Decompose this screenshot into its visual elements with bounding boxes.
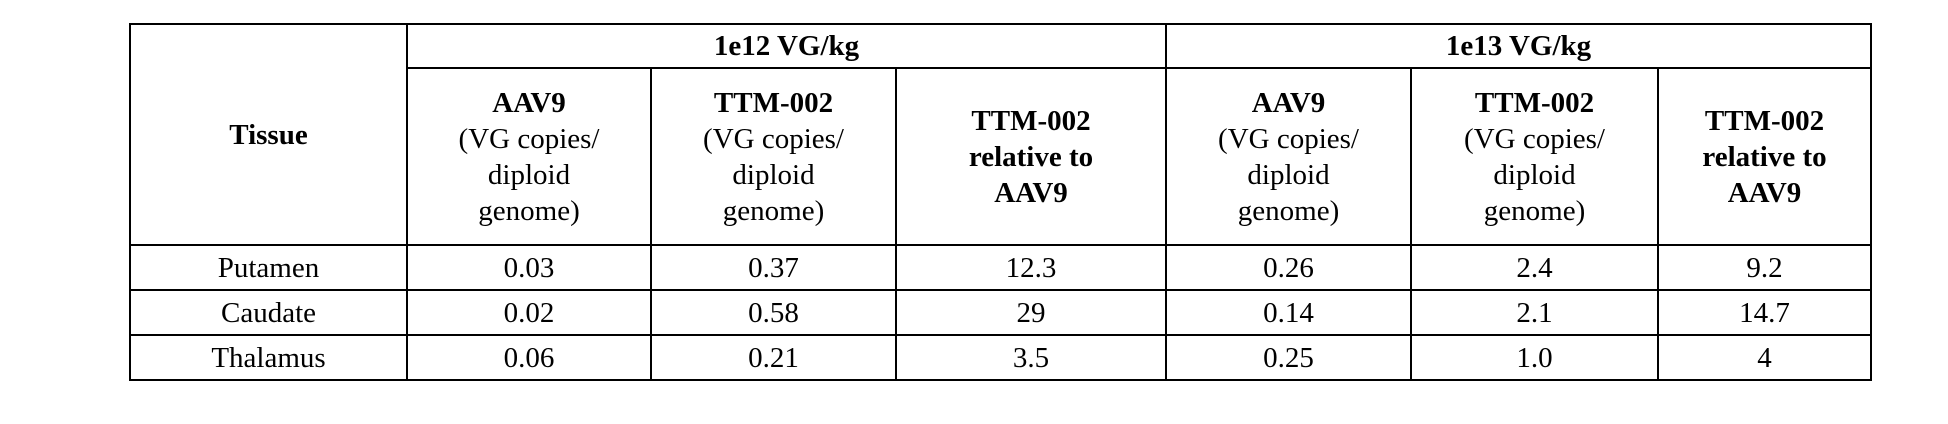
data-table: Tissue1e12 VG/kg1e13 VG/kg AAV9(VG copie… xyxy=(129,23,1872,381)
group-header: 1e12 VG/kg xyxy=(407,24,1166,68)
value-cell: 0.25 xyxy=(1166,335,1411,380)
column-unit-line: genome) xyxy=(1171,193,1406,229)
column-unit-line: genome) xyxy=(1416,193,1653,229)
value-cell: 0.37 xyxy=(651,245,896,290)
value-cell: 9.2 xyxy=(1658,245,1871,290)
table-row: Thalamus0.060.213.50.251.04 xyxy=(130,335,1871,380)
value-cell: 4 xyxy=(1658,335,1871,380)
table-row: Putamen0.030.3712.30.262.49.2 xyxy=(130,245,1871,290)
value-cell: 0.02 xyxy=(407,290,651,335)
column-title-line: TTM-002 xyxy=(901,103,1161,139)
value-cell: 2.1 xyxy=(1411,290,1658,335)
column-title-line: AAV9 xyxy=(412,85,646,121)
value-cell: 1.0 xyxy=(1411,335,1658,380)
column-header: TTM-002(VG copies/diploidgenome) xyxy=(1411,68,1658,245)
column-unit-line: (VG copies/ xyxy=(412,121,646,157)
column-title-line: relative to xyxy=(901,139,1161,175)
column-title-line: TTM-002 xyxy=(656,85,891,121)
table-row: Caudate0.020.58290.142.114.7 xyxy=(130,290,1871,335)
column-unit-line: genome) xyxy=(412,193,646,229)
tissue-cell: Putamen xyxy=(130,245,407,290)
column-title-line: TTM-002 xyxy=(1416,85,1653,121)
value-cell: 0.21 xyxy=(651,335,896,380)
column-title-line: TTM-002 xyxy=(1663,103,1866,139)
column-unit-line: (VG copies/ xyxy=(1416,121,1653,157)
column-title-line: AAV9 xyxy=(1171,85,1406,121)
value-cell: 12.3 xyxy=(896,245,1166,290)
value-cell: 2.4 xyxy=(1411,245,1658,290)
column-header: TTM-002relative toAAV9 xyxy=(1658,68,1871,245)
tissue-cell: Caudate xyxy=(130,290,407,335)
group-header: 1e13 VG/kg xyxy=(1166,24,1871,68)
column-unit-line: diploid xyxy=(1171,157,1406,193)
column-unit-line: (VG copies/ xyxy=(656,121,891,157)
column-unit-line: genome) xyxy=(656,193,891,229)
row-header: Tissue xyxy=(130,24,407,245)
value-cell: 0.06 xyxy=(407,335,651,380)
value-cell: 29 xyxy=(896,290,1166,335)
value-cell: 14.7 xyxy=(1658,290,1871,335)
value-cell: 3.5 xyxy=(896,335,1166,380)
column-title-line: AAV9 xyxy=(901,175,1161,211)
value-cell: 0.26 xyxy=(1166,245,1411,290)
value-cell: 0.14 xyxy=(1166,290,1411,335)
column-header: TTM-002(VG copies/diploidgenome) xyxy=(651,68,896,245)
value-cell: 0.03 xyxy=(407,245,651,290)
column-unit-line: diploid xyxy=(656,157,891,193)
column-title-line: AAV9 xyxy=(1663,175,1866,211)
tissue-cell: Thalamus xyxy=(130,335,407,380)
column-unit-line: (VG copies/ xyxy=(1171,121,1406,157)
table-body: Putamen0.030.3712.30.262.49.2Caudate0.02… xyxy=(130,245,1871,380)
column-header: TTM-002relative toAAV9 xyxy=(896,68,1166,245)
column-header: AAV9(VG copies/diploidgenome) xyxy=(1166,68,1411,245)
column-unit-line: diploid xyxy=(412,157,646,193)
group-header-row: Tissue1e12 VG/kg1e13 VG/kg xyxy=(130,24,1871,68)
column-unit-line: diploid xyxy=(1416,157,1653,193)
value-cell: 0.58 xyxy=(651,290,896,335)
column-title-line: relative to xyxy=(1663,139,1866,175)
column-header: AAV9(VG copies/diploidgenome) xyxy=(407,68,651,245)
